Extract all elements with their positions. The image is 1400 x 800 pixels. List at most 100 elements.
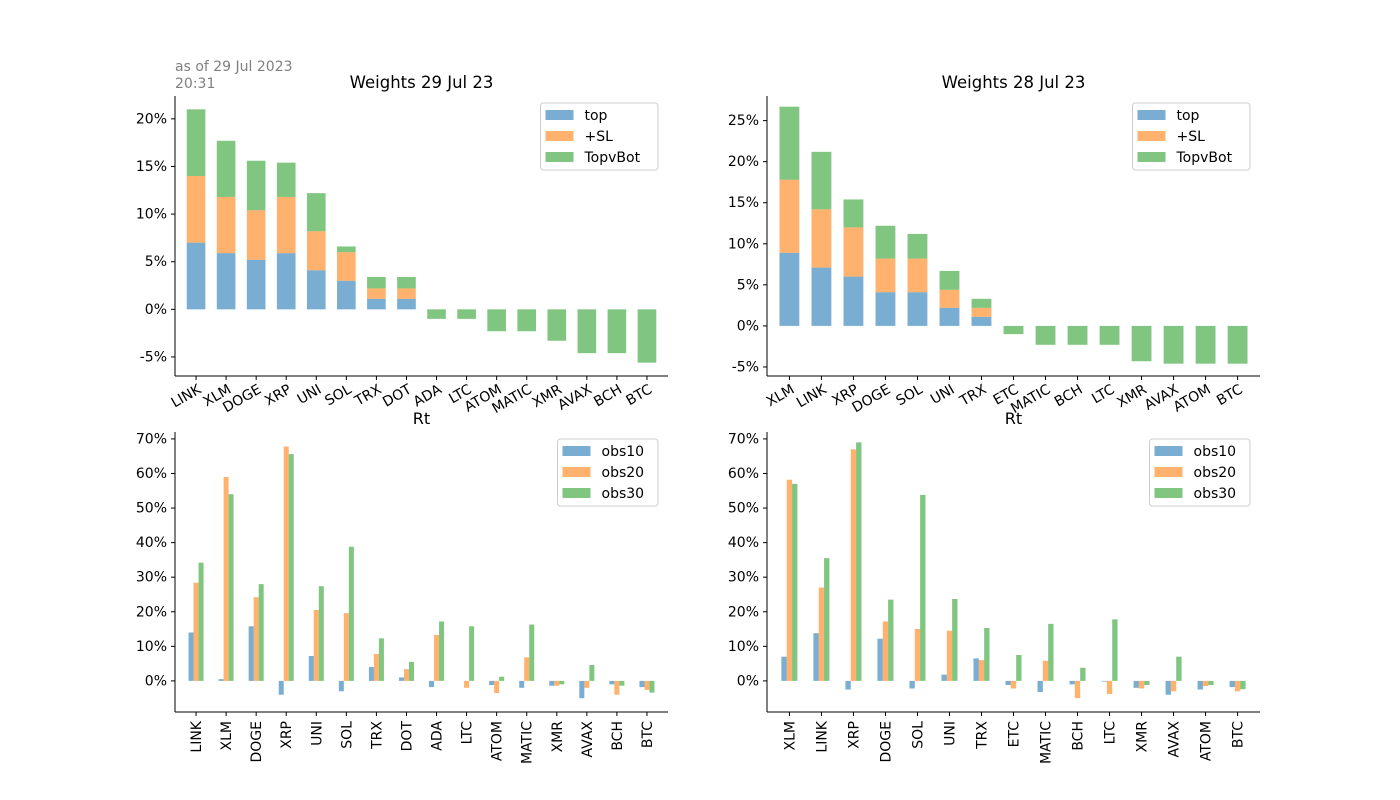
bar-obs20-AVAX <box>584 680 590 688</box>
bar-TopvBot-AVAX <box>577 309 597 354</box>
bar-obs20-XRP <box>850 449 857 681</box>
bar-obs20-ATOM <box>1202 680 1209 687</box>
bar-obs30-AVAX <box>1176 656 1182 681</box>
legend: top +SL TopvBot <box>1132 102 1251 171</box>
bar-TopvBot-UNI <box>939 270 960 290</box>
bar-obs10-SOL <box>909 680 915 689</box>
bar-TopvBot-BTC <box>637 309 657 363</box>
bar-+SL-DOGE <box>246 210 266 260</box>
bar-obs10-BTC <box>1229 680 1235 688</box>
chart-title: Weights 28 Jul 23 <box>942 73 1086 92</box>
bar-obs30-ETC <box>1016 654 1022 681</box>
bar-obs20-XMR <box>554 680 560 686</box>
bar-TopvBot-SOL <box>907 233 928 259</box>
legend-swatch-obs10 <box>562 446 591 456</box>
x-tick-label: XLM <box>782 721 798 750</box>
bar-obs10-TRX <box>973 658 979 681</box>
x-tick-label: BCH <box>591 382 625 411</box>
bar-obs10-XLM <box>781 656 787 681</box>
chart-panel-4: 0% 10% 20% 30% 40% 50% 60% 70% XLM LINK XRP DOGE SOL… <box>728 431 1260 764</box>
bar-obs30-LTC <box>469 626 475 681</box>
bar-obs30-XRP <box>856 442 862 681</box>
bar-TopvBot-UNI <box>306 193 326 232</box>
y-tick-label: 0% <box>737 673 759 689</box>
x-tick-label: XRP <box>846 721 862 749</box>
bar-obs30-TRX <box>378 638 384 681</box>
bar-obs20-LTC <box>1106 680 1113 695</box>
x-tick-label: DOGE <box>249 721 265 763</box>
y-tick-label: 50% <box>728 501 759 517</box>
bar-obs10-AVAX <box>579 680 585 699</box>
x-tick-label: BTC <box>1214 382 1246 410</box>
x-tick-label: XMR <box>550 721 566 753</box>
bar-TopvBot-AVAX <box>1163 325 1184 364</box>
bar-top-XRP <box>843 276 864 326</box>
bar-+SL-TRX <box>971 307 992 317</box>
bar-+SL-XLM <box>216 196 236 254</box>
bar-TopvBot-ETC <box>1003 325 1024 335</box>
bar-TopvBot-DOT <box>397 276 416 289</box>
x-tick-label: DOGE <box>878 721 894 763</box>
bar-obs20-LINK <box>818 587 825 681</box>
y-tick-label: 60% <box>136 466 167 482</box>
bar-obs20-SOL <box>343 613 349 681</box>
bar-obs20-SOL <box>914 629 921 681</box>
bar-TopvBot-DOGE <box>875 225 896 259</box>
bar-obs10-BCH <box>1069 680 1075 685</box>
legend-swatch-+SL <box>1137 131 1166 141</box>
y-tick-label: 40% <box>136 535 167 551</box>
bar-top-XLM <box>779 252 800 326</box>
legend: top +SL TopvBot <box>540 102 659 171</box>
legend-label-top: top <box>585 108 608 124</box>
bar-top-UNI <box>306 270 326 310</box>
bar-obs20-ADA <box>434 634 440 681</box>
bar-+SL-LINK <box>186 176 206 243</box>
legend-label-obs20: obs20 <box>1194 465 1237 481</box>
bar-obs30-BCH <box>619 680 625 686</box>
bar-obs10-ATOM <box>489 680 495 686</box>
legend-swatch-obs30 <box>1154 488 1183 498</box>
y-tick-label: 5% <box>145 254 167 270</box>
x-tick-label: TRX <box>974 721 990 750</box>
x-tick-label: UNI <box>295 382 325 408</box>
bar-top-XLM <box>216 253 236 310</box>
bar-TopvBot-LTC <box>1099 325 1120 345</box>
bar-obs30-BTC <box>649 680 655 693</box>
bar-top-XRP <box>276 253 296 310</box>
bar-TopvBot-ADA <box>427 309 446 319</box>
bar-top-LINK <box>186 242 206 310</box>
legend-swatch-+SL <box>545 131 574 141</box>
legend-label-TopvBot: TopvBot <box>1176 150 1233 166</box>
legend-swatch-obs30 <box>562 488 591 498</box>
x-tick-label: TRX <box>369 721 385 750</box>
bar-TopvBot-LINK <box>186 109 206 176</box>
bar-obs10-XLM <box>218 679 224 681</box>
bar-TopvBot-SOL <box>337 246 356 253</box>
y-tick-label: 25% <box>728 113 759 129</box>
x-tick-label: LINK <box>794 381 830 411</box>
bar-top-SOL <box>337 280 356 310</box>
legend-label-obs10: obs10 <box>602 444 645 460</box>
legend-swatch-top <box>1137 110 1166 120</box>
bar-obs30-MATIC <box>1048 623 1054 681</box>
bar-obs20-XLM <box>223 476 229 681</box>
bar-obs20-DOGE <box>882 621 889 681</box>
bar-obs30-XLM <box>228 494 234 681</box>
x-tick-label: LINK <box>189 720 205 752</box>
bar-obs20-BTC <box>644 680 650 690</box>
legend-swatch-TopvBot <box>545 152 574 162</box>
bar-obs20-TRX <box>978 660 985 681</box>
bar-TopvBot-MATIC <box>1035 325 1056 345</box>
y-tick-label: 30% <box>136 570 167 586</box>
x-tick-label: ATOM <box>1199 721 1215 761</box>
legend-label-+SL: +SL <box>585 129 614 145</box>
x-tick-label: XRP <box>279 721 295 749</box>
x-tick-label: BTC <box>640 721 656 748</box>
bar-+SL-DOT <box>397 288 416 299</box>
bar-obs20-DOGE <box>253 597 259 681</box>
bar-obs10-LINK <box>188 632 194 681</box>
x-tick-label: BCH <box>1052 382 1086 411</box>
x-tick-label: UNI <box>942 721 958 746</box>
bar-obs20-BCH <box>614 680 620 695</box>
bar-obs30-AVAX <box>589 664 595 681</box>
